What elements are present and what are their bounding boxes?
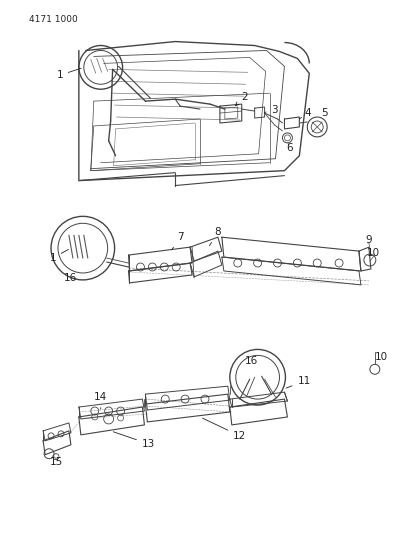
Text: 15: 15 — [49, 457, 63, 467]
Text: 8: 8 — [209, 227, 221, 246]
Text: 14: 14 — [94, 392, 107, 409]
Text: 16: 16 — [64, 273, 78, 283]
Text: 9: 9 — [366, 235, 372, 245]
Text: 7: 7 — [172, 232, 184, 250]
Text: 10: 10 — [375, 352, 388, 362]
Text: 6: 6 — [286, 143, 293, 153]
Text: 16: 16 — [245, 357, 258, 366]
Text: 13: 13 — [113, 432, 155, 449]
Text: 11: 11 — [286, 376, 310, 388]
Text: 3: 3 — [264, 105, 278, 115]
Text: 1: 1 — [49, 249, 69, 263]
Text: 5: 5 — [321, 108, 328, 118]
Text: 12: 12 — [202, 418, 246, 441]
Text: 4: 4 — [299, 108, 311, 119]
Text: 1: 1 — [56, 68, 81, 80]
Text: 4171 1000: 4171 1000 — [29, 15, 78, 24]
Text: 2: 2 — [235, 92, 248, 106]
Text: 10: 10 — [367, 248, 380, 258]
